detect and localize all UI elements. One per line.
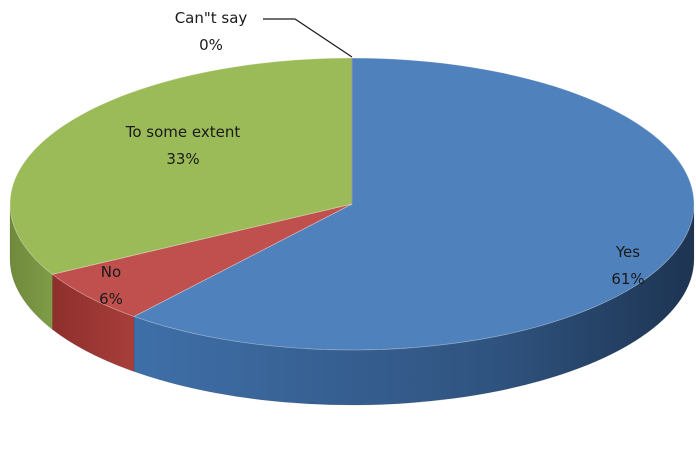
pie-leader-lines: [263, 18, 353, 58]
pie-sides: [9, 203, 695, 406]
slice-label-can-t-say: Can"t say: [175, 9, 248, 27]
data-label-can-t-say: Can"t say 0%: [175, 9, 248, 54]
slice-yes: [132, 57, 695, 351]
slice-value-to-some-extent: 33%: [166, 150, 199, 168]
slice-to-some-extent: [9, 57, 353, 275]
pie-labels: Yes 61% No 6% To some extent 33% Can"t say 0%: [99, 9, 645, 308]
leader-line-can-t-say: [263, 18, 353, 58]
data-label-no: No 6%: [99, 263, 123, 308]
slice-label-yes: Yes: [615, 243, 640, 261]
slice-label-no: No: [101, 263, 121, 281]
slice-value-no: 6%: [99, 290, 123, 308]
data-label-to-some-extent: To some extent 33%: [125, 123, 241, 168]
slice-value-can-t-say: 0%: [199, 36, 223, 54]
pie-tops: [9, 57, 695, 351]
data-label-yes: Yes 61%: [611, 243, 644, 288]
slice-value-yes: 61%: [611, 270, 644, 288]
slice-label-to-some-extent: To some extent: [125, 123, 241, 141]
slice-no: [51, 203, 353, 317]
